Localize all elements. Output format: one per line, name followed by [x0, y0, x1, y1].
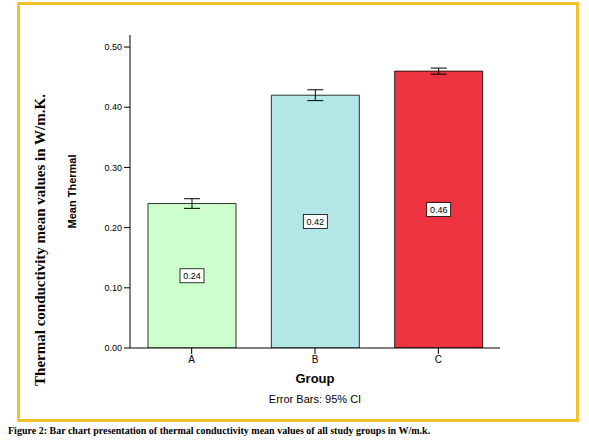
svg-text:0.24: 0.24	[183, 271, 201, 281]
svg-text:B: B	[312, 354, 319, 365]
svg-text:0.20: 0.20	[104, 223, 122, 233]
svg-text:Mean Thermal: Mean Thermal	[66, 155, 78, 229]
svg-text:0.00: 0.00	[104, 343, 122, 353]
html-text:Thermal conductivity mean valu: Thermal conductivity mean values in W/m.…	[32, 94, 48, 386]
svg-text:C: C	[435, 354, 442, 365]
svg-text:Group: Group	[296, 371, 335, 386]
svg-text:0.50: 0.50	[104, 42, 122, 52]
svg-text:0.46: 0.46	[430, 205, 448, 215]
svg-text:0.10: 0.10	[104, 283, 122, 293]
svg-text:0.42: 0.42	[307, 217, 325, 227]
svg-text:0.30: 0.30	[104, 163, 122, 173]
html-text:Figure 2: Bar chart presentati: Figure 2: Bar chart presentation of ther…	[8, 425, 431, 436]
svg-text:A: A	[188, 354, 195, 365]
svg-text:0.40: 0.40	[104, 102, 122, 112]
html-text:Error Bars: 95% CI: Error Bars: 95% CI	[268, 393, 362, 405]
